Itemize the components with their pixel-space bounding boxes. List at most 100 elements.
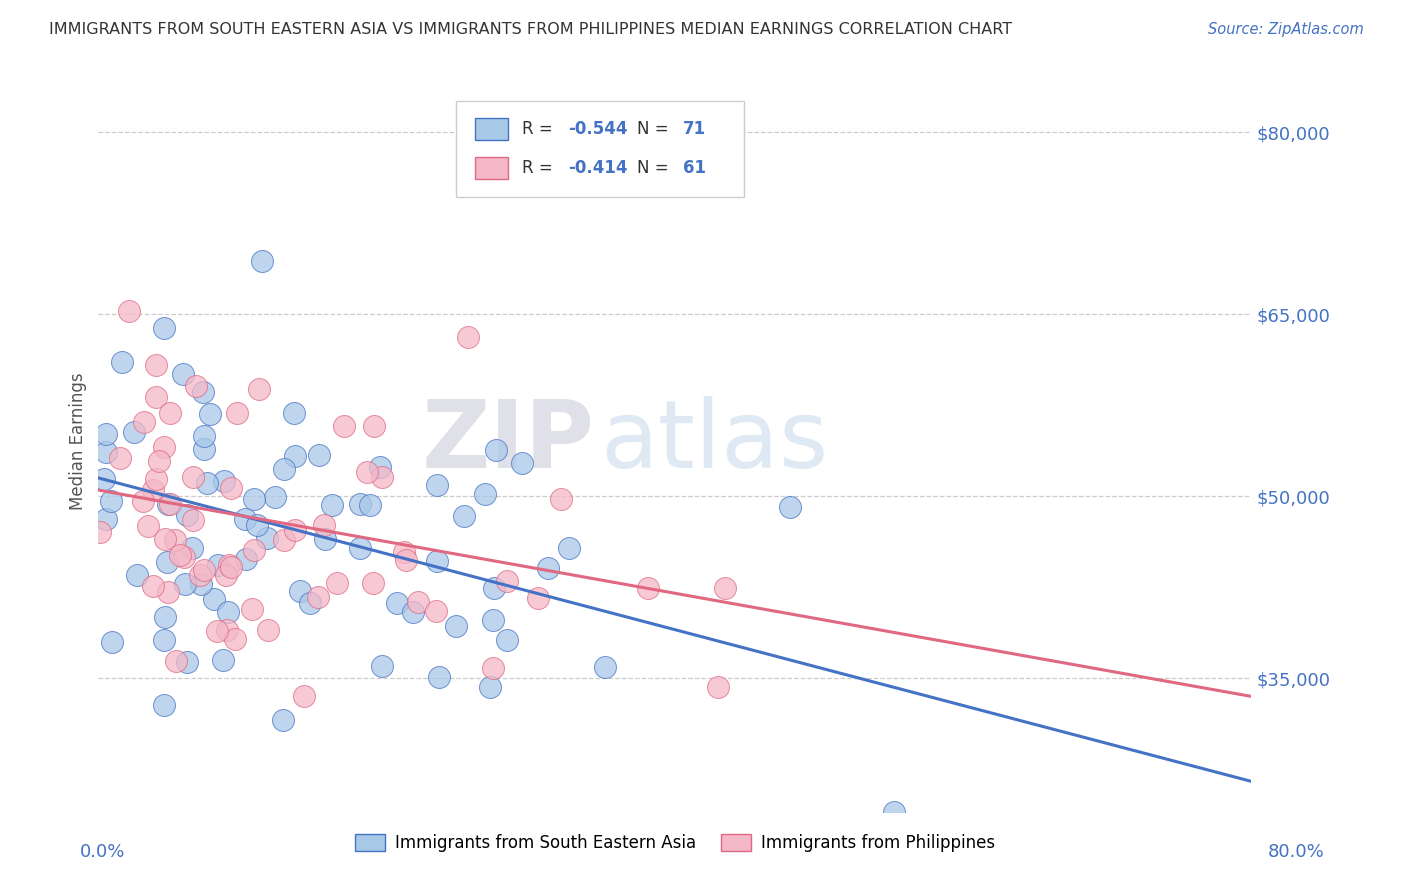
Point	[198, 407, 221, 421]
Point	[361, 576, 384, 591]
Point	[550, 492, 572, 507]
Point	[283, 406, 305, 420]
Point	[312, 518, 335, 533]
Point	[779, 500, 801, 515]
Point	[193, 563, 215, 577]
Text: R =: R =	[522, 120, 558, 138]
Point	[96, 512, 118, 526]
Point	[363, 419, 385, 434]
Point	[593, 659, 616, 673]
Point	[157, 584, 180, 599]
Point	[153, 440, 176, 454]
Point	[243, 543, 266, 558]
Point	[181, 513, 204, 527]
Text: R =: R =	[522, 159, 558, 177]
Point	[176, 655, 198, 669]
Point	[165, 655, 187, 669]
Point	[707, 680, 730, 694]
Point	[537, 561, 560, 575]
Bar	[475, 118, 508, 140]
Point	[273, 533, 295, 548]
Point	[215, 568, 238, 582]
Point	[181, 470, 204, 484]
Point	[284, 449, 307, 463]
Point	[193, 429, 215, 443]
Point	[148, 454, 170, 468]
Point	[247, 382, 270, 396]
Point	[219, 560, 242, 574]
Point	[118, 303, 141, 318]
Point	[93, 472, 115, 486]
Text: 80.0%: 80.0%	[1268, 843, 1324, 861]
Text: Source: ZipAtlas.com: Source: ZipAtlas.com	[1208, 22, 1364, 37]
Point	[288, 583, 311, 598]
Point	[152, 698, 174, 712]
FancyBboxPatch shape	[456, 101, 744, 197]
Point	[142, 580, 165, 594]
Point	[212, 474, 235, 488]
Point	[153, 632, 176, 647]
Point	[426, 478, 449, 492]
Text: -0.544: -0.544	[568, 120, 627, 138]
Point	[218, 558, 240, 572]
Point	[526, 591, 548, 605]
Point	[474, 487, 496, 501]
Point	[496, 633, 519, 648]
Point	[427, 670, 450, 684]
Point	[159, 406, 181, 420]
Point	[174, 576, 197, 591]
Point	[406, 595, 429, 609]
Point	[482, 582, 505, 596]
Point	[159, 497, 181, 511]
Point	[111, 354, 134, 368]
Point	[263, 490, 285, 504]
Point	[425, 604, 447, 618]
Point	[108, 451, 131, 466]
Point	[100, 494, 122, 508]
Point	[368, 460, 391, 475]
Point	[122, 425, 145, 440]
Point	[202, 592, 225, 607]
Point	[359, 498, 381, 512]
Point	[314, 533, 336, 547]
Point	[153, 321, 176, 335]
Point	[163, 533, 186, 547]
Point	[96, 445, 118, 459]
Point	[205, 624, 228, 638]
Point	[246, 517, 269, 532]
Point	[157, 497, 180, 511]
Text: 0.0%: 0.0%	[80, 843, 125, 861]
Point	[142, 483, 165, 497]
Point	[271, 713, 294, 727]
Point	[482, 661, 505, 675]
Point	[217, 623, 239, 637]
Point	[349, 497, 371, 511]
Text: 71: 71	[683, 120, 706, 138]
Y-axis label: Median Earnings: Median Earnings	[69, 373, 87, 510]
Text: atlas: atlas	[600, 395, 828, 488]
Point	[257, 623, 280, 637]
Point	[225, 406, 247, 420]
Text: N =: N =	[637, 159, 673, 177]
Point	[292, 689, 315, 703]
Bar	[475, 156, 508, 178]
Point	[190, 576, 212, 591]
Point	[392, 545, 415, 559]
Point	[145, 359, 167, 373]
Point	[181, 541, 204, 556]
Point	[713, 581, 735, 595]
Point	[235, 552, 257, 566]
Point	[136, 519, 159, 533]
Point	[426, 554, 449, 568]
Point	[155, 532, 177, 546]
Point	[224, 632, 246, 646]
Point	[94, 427, 117, 442]
Point	[444, 618, 467, 632]
Point	[235, 512, 257, 526]
Point	[482, 613, 505, 627]
Point	[883, 805, 905, 819]
Point	[188, 568, 211, 582]
Point	[356, 466, 378, 480]
Point	[273, 461, 295, 475]
Point	[349, 541, 371, 555]
